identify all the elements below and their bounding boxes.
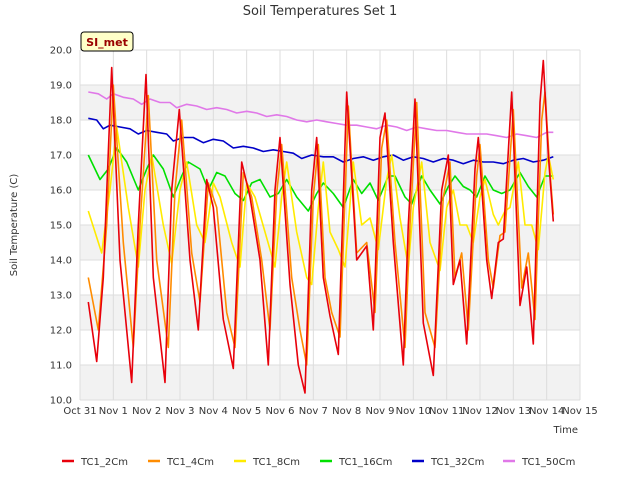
y-axis-ticks: 10.0 11.0 12.0 13.0 14.0 15.0 16.0 17.0 18.0 19.0… (50, 46, 72, 407)
y-tick-label: 15.0 (50, 221, 72, 232)
badge-label: SI_met (86, 36, 128, 49)
band (80, 155, 580, 190)
x-tick-label: Nov 11 (429, 406, 464, 417)
legend-item-TC1_4Cm: TC1_4Cm (148, 457, 214, 468)
y-tick-label: 14.0 (50, 256, 72, 267)
legend-label: TC1_8Cm (252, 457, 300, 468)
legend-label: TC1_32Cm (430, 457, 484, 468)
y-tick-label: 10.0 (50, 396, 72, 407)
legend-label: TC1_4Cm (166, 457, 214, 468)
x-tick-label: Nov 8 (332, 406, 361, 417)
y-tick-label: 16.0 (50, 186, 72, 197)
x-tick-label: Nov 15 (562, 406, 597, 417)
band (80, 85, 580, 120)
series-lines (87, 59, 555, 394)
x-tick-label: Nov 5 (232, 406, 261, 417)
legend-label: TC1_50Cm (521, 457, 575, 468)
x-axis-label: Time (553, 425, 578, 436)
series-line-TC1_4Cm (87, 84, 555, 366)
x-tick-label: Nov 3 (165, 406, 194, 417)
badge-box (80, 31, 134, 52)
x-tick-label: Nov 10 (396, 406, 431, 417)
x-tick-label: Nov 4 (199, 406, 228, 417)
legend-item-TC1_32Cm: TC1_32Cm (412, 457, 484, 468)
legend-item-TC1_50Cm: TC1_50Cm (503, 457, 575, 468)
y-tick-label: 19.0 (50, 81, 72, 92)
y-tick-label: 13.0 (50, 291, 72, 302)
chart-title: Soil Temperatures Set 1 (243, 4, 398, 19)
band (80, 365, 580, 400)
series-line-TC1_2Cm (87, 59, 555, 394)
series-line-TC1_50Cm (88, 91, 554, 139)
x-tick-label: Nov 1 (99, 406, 128, 417)
y-axis-label: Soil Temperature (C) (9, 174, 20, 277)
x-tick-label: Nov 2 (132, 406, 161, 417)
y-tick-label: 11.0 (50, 361, 72, 372)
series-line-TC1_32Cm (88, 117, 554, 165)
legend-label: TC1_16Cm (338, 457, 392, 468)
x-tick-label: Nov 14 (529, 406, 564, 417)
x-tick-label: Nov 13 (496, 406, 531, 417)
legend-item-TC1_16Cm: TC1_16Cm (320, 457, 392, 468)
y-tick-label: 18.0 (50, 116, 72, 127)
legend-item-TC1_8Cm: TC1_8Cm (234, 457, 300, 468)
x-tick-label: Oct 31 (63, 406, 96, 417)
x-tick-label: Nov 12 (462, 406, 497, 417)
y-tick-label: 20.0 (50, 46, 72, 57)
legend-item-TC1_2Cm: TC1_2Cm (62, 457, 128, 468)
legend-label: TC1_2Cm (80, 457, 128, 468)
x-tick-label: Nov 9 (365, 406, 394, 417)
x-tick-label: Nov 6 (265, 406, 294, 417)
x-tick-label: Nov 7 (299, 406, 328, 417)
y-tick-label: 12.0 (50, 326, 72, 337)
y-tick-label: 17.0 (50, 151, 72, 162)
legend: TC1_2Cm TC1_4Cm TC1_8Cm TC1_16Cm TC1_32Cm TC1… (62, 457, 575, 468)
badge: SI_met (80, 31, 134, 52)
x-axis-ticks: Oct 31 Nov 1 Nov 2 Nov 3 Nov 4 Nov 5 Nov 6 Nov … (63, 406, 597, 417)
